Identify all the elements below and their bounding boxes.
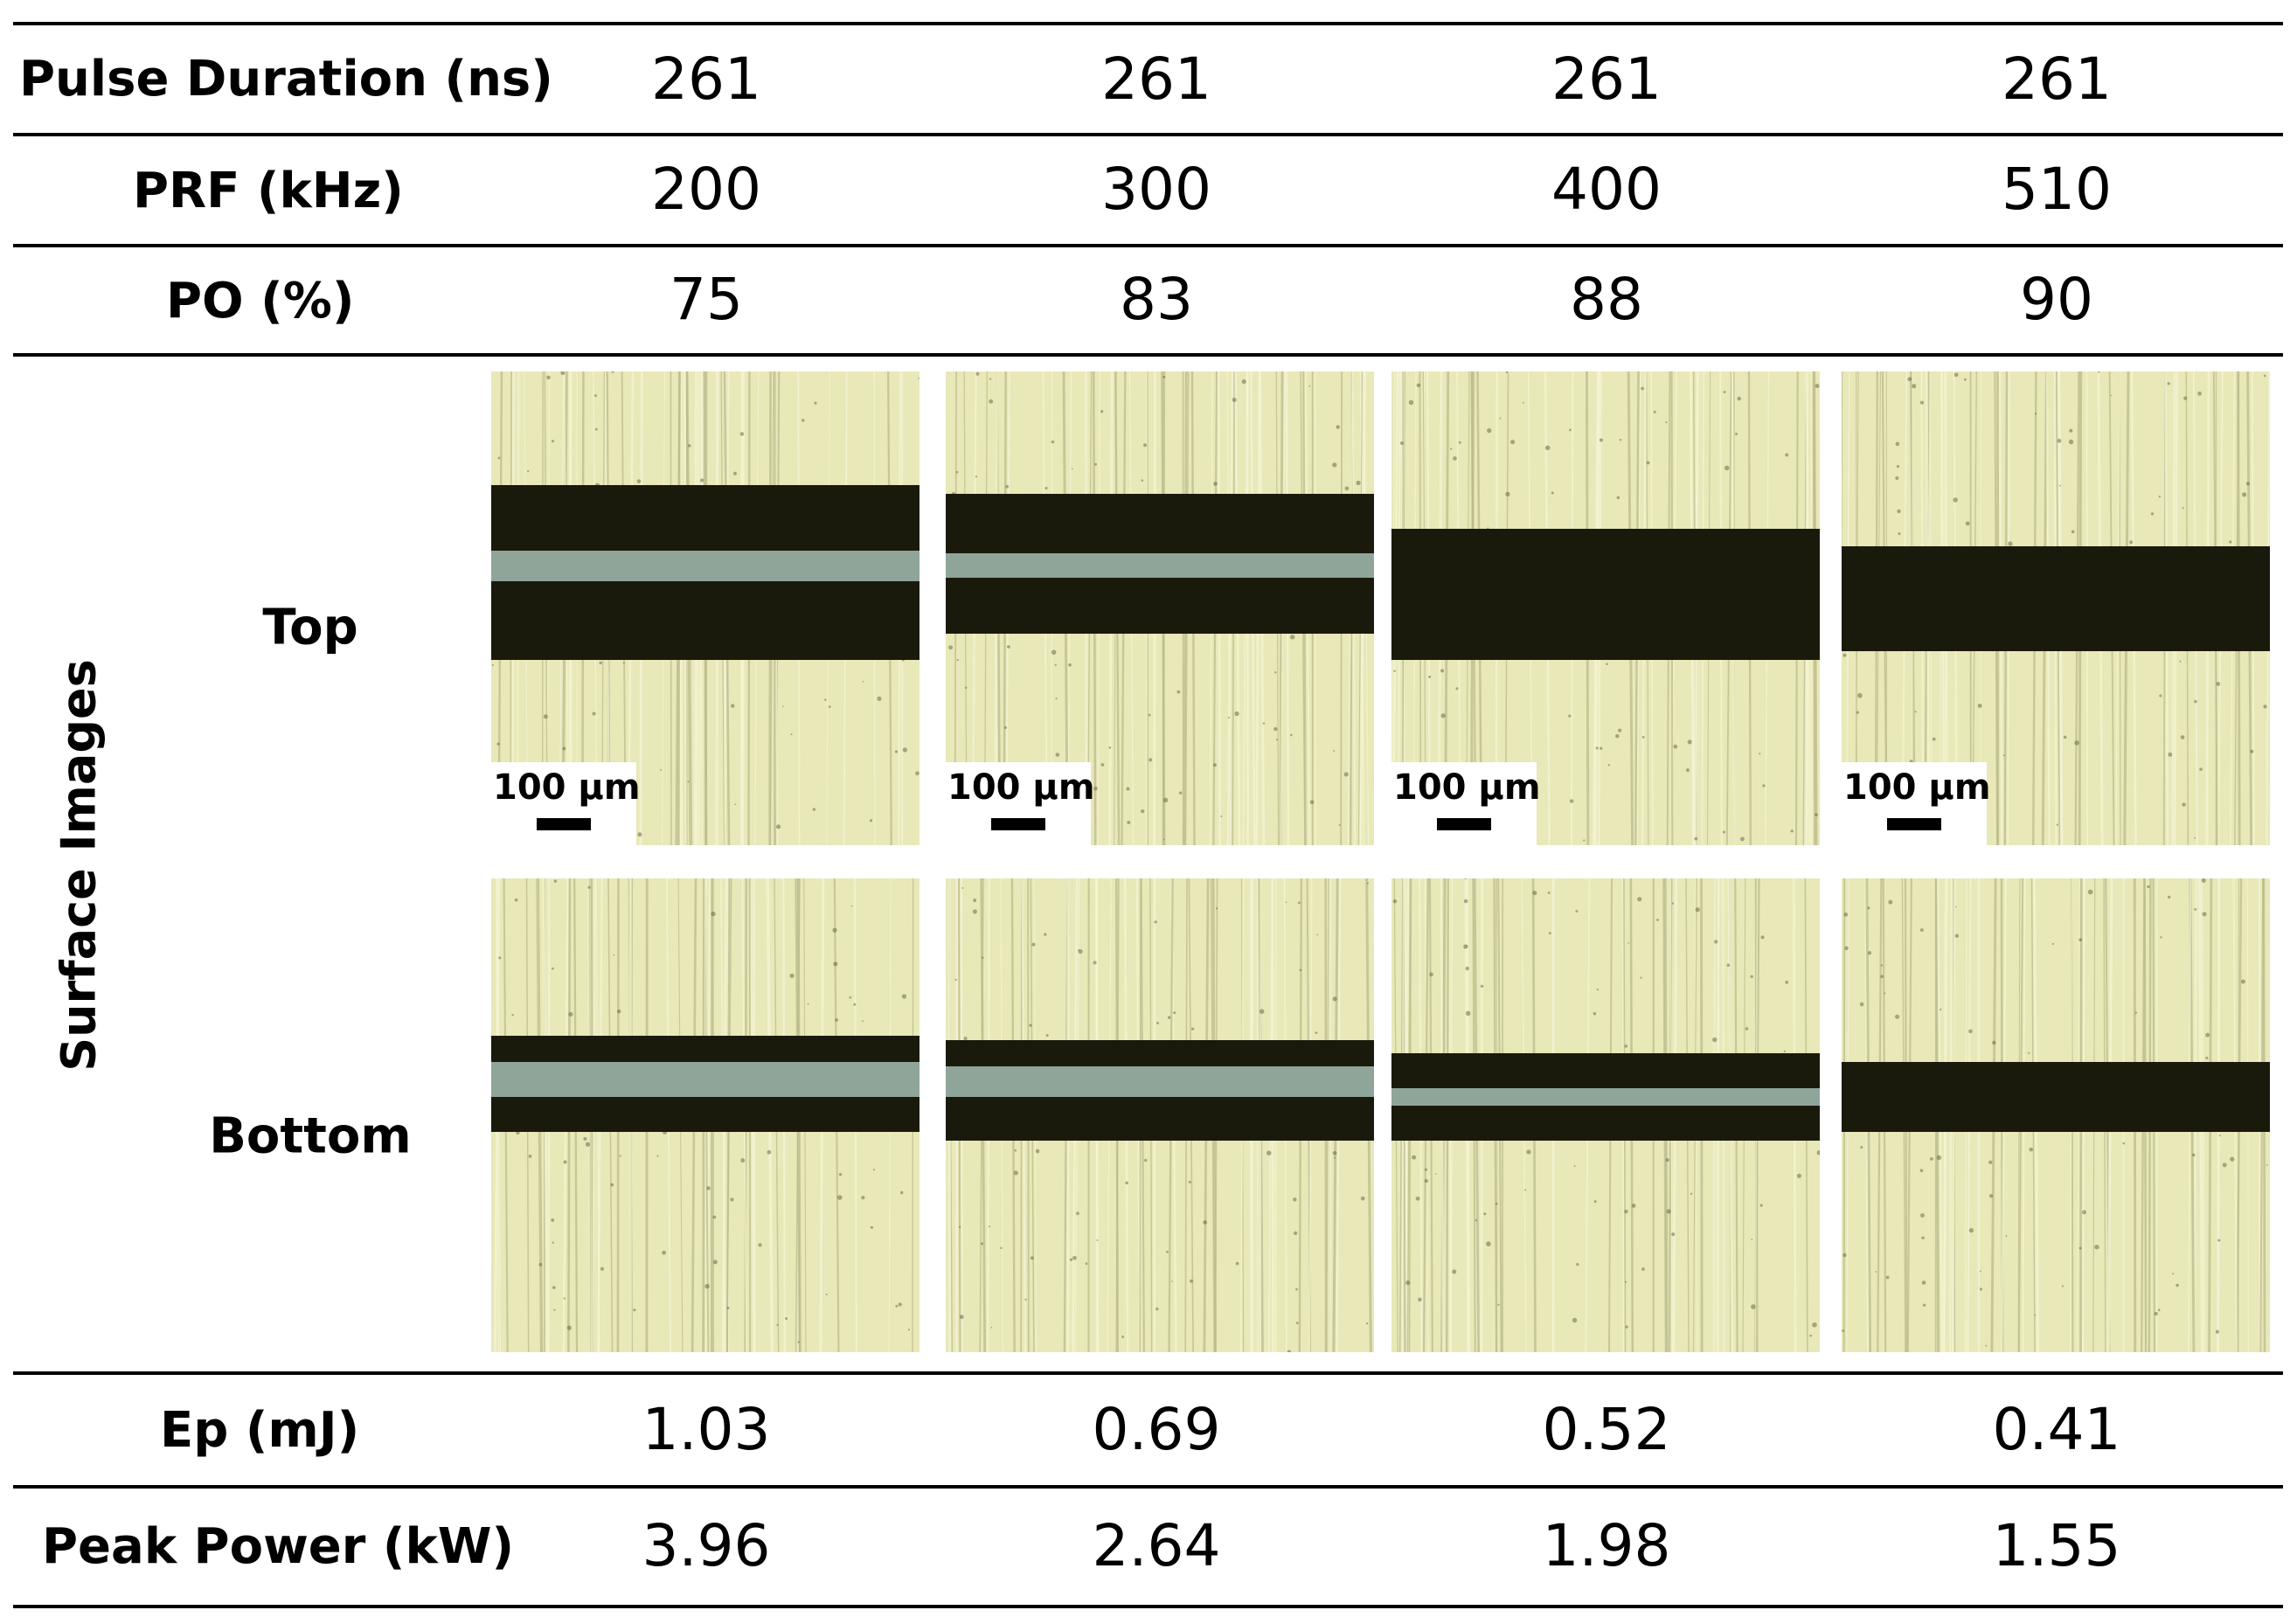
cell-value: 3.96 [642,1512,771,1579]
cell-value: 400 [1551,156,1662,223]
cell-value: 300 [1101,156,1211,223]
rule-bottom [13,1605,2283,1608]
bottom-surface-image-2 [946,878,1374,1352]
scale-bar-label: 100 µm [947,767,1095,808]
row-label: Peak Power (kW) [42,1518,515,1575]
bottom-surface-image-1 [491,878,919,1352]
scale-bar [1887,818,1941,830]
top-surface-image-2: 100 µm [946,371,1374,845]
cell-value: 261 [2002,45,2112,113]
cell-value: 83 [1120,266,1193,333]
cell-value: 0.69 [1092,1396,1221,1463]
cell-value: 200 [651,156,761,223]
rule-5 [13,1485,2283,1489]
cell-value: 510 [2002,156,2112,223]
cell-value: 261 [1551,45,1662,113]
cell-value: 261 [1101,45,1211,113]
scale-bar-box: 100 µm [1842,762,1991,845]
top-surface-image-1: 100 µm [491,371,919,845]
cell-value: 2.64 [1092,1512,1221,1579]
cell-value: 88 [1570,266,1643,333]
rule-1 [13,133,2283,136]
cell-value: 0.41 [1992,1396,2121,1463]
scale-bar-label: 100 µm [1843,767,1991,808]
scale-bar-label: 100 µm [493,767,641,808]
cell-value: 1.98 [1542,1512,1671,1579]
cell-value: 75 [670,266,743,333]
row-label: Pulse Duration (ns) [19,51,553,108]
rule-4 [13,1371,2283,1375]
rule-3 [13,353,2283,357]
rule-top [13,22,2283,25]
scale-bar-label: 100 µm [1393,767,1541,808]
surface-images-label: Surface Images [51,659,107,1072]
scale-bar [537,818,591,830]
scale-bar-box: 100 µm [491,762,641,845]
top-surface-image-4: 100 µm [1842,371,2270,845]
cell-value: 1.55 [1992,1512,2121,1579]
bottom-surface-image-4 [1842,878,2270,1352]
cell-value: 0.52 [1542,1396,1671,1463]
scale-bar-box: 100 µm [1391,762,1541,845]
scale-bar [991,818,1045,830]
row-label: Ep (mJ) [160,1402,360,1459]
scale-bar-box: 100 µm [946,762,1095,845]
top-surface-image-3: 100 µm [1391,371,1820,845]
cell-value: 1.03 [642,1396,771,1463]
rule-2 [13,244,2283,247]
scale-bar [1437,818,1491,830]
top-row-label: Top [262,599,358,656]
row-label: PO (%) [166,273,355,330]
cell-value: 261 [651,45,761,113]
bottom-row-label: Bottom [209,1107,412,1165]
bottom-surface-image-3 [1391,878,1820,1352]
cell-value: 90 [2020,266,2093,333]
row-label: PRF (kHz) [133,163,404,219]
